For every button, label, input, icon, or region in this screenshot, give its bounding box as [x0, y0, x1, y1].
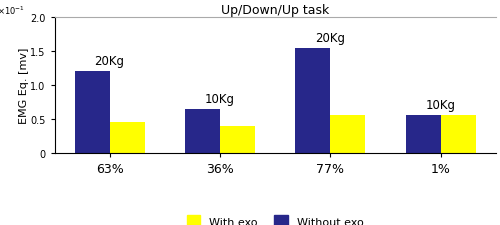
Text: $\times10^{-1}$: $\times10^{-1}$	[0, 4, 25, 17]
Bar	[74, 72, 110, 153]
Bar	[296, 49, 330, 153]
Text: 10Kg: 10Kg	[205, 92, 235, 105]
Text: 10Kg: 10Kg	[426, 99, 456, 112]
Bar	[185, 109, 220, 153]
Bar	[441, 116, 476, 153]
Text: 20Kg: 20Kg	[94, 55, 124, 68]
Bar	[110, 123, 144, 153]
Title: Up/Down/Up task: Up/Down/Up task	[221, 4, 330, 17]
Text: 20Kg: 20Kg	[316, 32, 346, 45]
Y-axis label: EMG Eq. [mv]: EMG Eq. [mv]	[19, 48, 29, 124]
Bar	[330, 116, 366, 153]
Bar	[406, 116, 441, 153]
Bar	[220, 126, 255, 153]
Legend: With exo, Without exo: With exo, Without exo	[187, 215, 364, 225]
